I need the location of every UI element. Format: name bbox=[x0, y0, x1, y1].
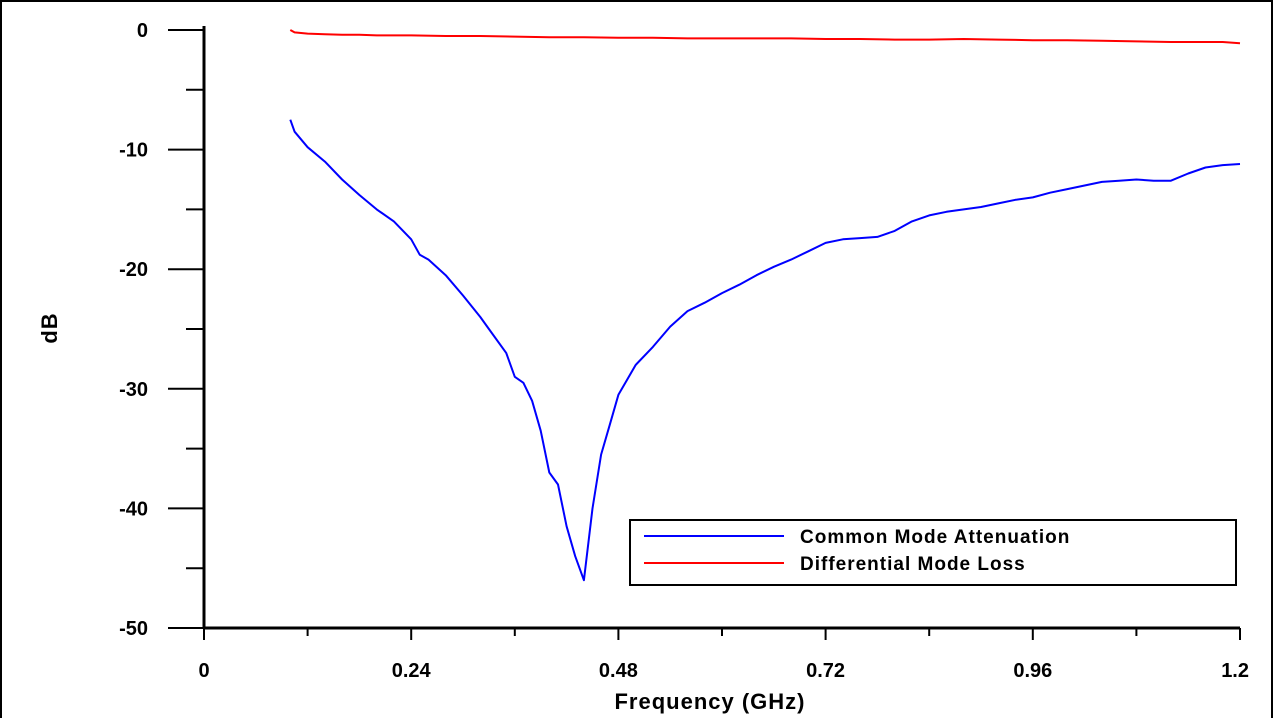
y-tick-label: 0 bbox=[137, 20, 148, 42]
x-tick-label: 1.2 bbox=[1221, 660, 1249, 682]
axes-layer: 0 -10 -20 -30 -40 -50 0 0.24 0.48 0.72 0.96 1.2 bbox=[119, 20, 1249, 682]
x-tick-label: 0.48 bbox=[599, 660, 638, 682]
series-layer bbox=[289, 29, 1241, 582]
y-tick-label: -50 bbox=[119, 618, 148, 640]
legend: Common Mode Attenuation Differential Mod… bbox=[629, 519, 1237, 586]
y-tick-label: -40 bbox=[119, 498, 148, 520]
series-line-common-mode-attenuation bbox=[289, 119, 1241, 582]
y-tick-label: -10 bbox=[119, 140, 148, 162]
legend-box bbox=[629, 519, 1237, 586]
legend-label-differential-mode: Differential Mode Loss bbox=[800, 554, 1026, 575]
x-tick-label: 0.96 bbox=[1013, 660, 1052, 682]
series-line-differential-mode-loss bbox=[289, 29, 1241, 45]
legend-label-common-mode: Common Mode Attenuation bbox=[800, 527, 1070, 548]
x-tick-label: 0.24 bbox=[392, 660, 432, 682]
y-axis-title: dB bbox=[37, 312, 62, 343]
y-tick-label: -20 bbox=[119, 259, 148, 281]
x-axis-title: Frequency (GHz) bbox=[614, 689, 805, 714]
x-tick-label: 0 bbox=[198, 660, 209, 682]
x-tick-label: 0.72 bbox=[806, 660, 845, 682]
y-tick-label: -30 bbox=[119, 379, 148, 401]
